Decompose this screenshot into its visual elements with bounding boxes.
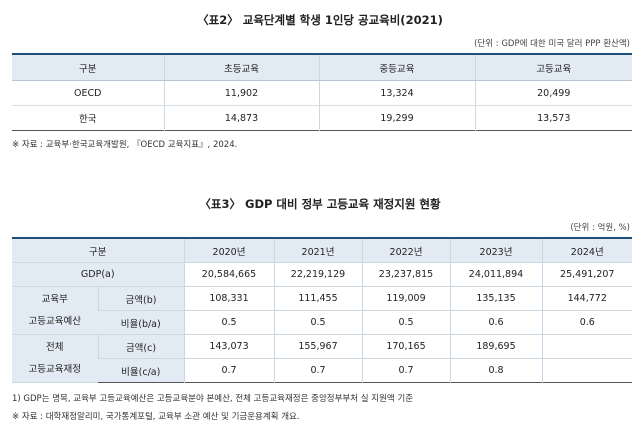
table-cell: 22,219,129	[273, 262, 362, 287]
row-label: GDP(a)	[12, 262, 184, 287]
education-cost-table: 구분 초등교육 중등교육 고등교육 OECD 11,902 13,324 20,…	[12, 53, 632, 131]
row-label: 금액(b)	[97, 286, 184, 311]
header-cell: 구분	[12, 238, 184, 263]
table-row: OECD 11,902 13,324 20,499	[12, 80, 632, 106]
table1-title: 〈표2〉 교육단계별 학생 1인당 공교육비(2021)	[197, 13, 443, 27]
table-cell: 108,331	[183, 286, 274, 311]
table-cell: 0.5	[361, 310, 450, 335]
table-row: 한국 14,873 19,299 13,573	[12, 105, 632, 131]
table-cell: 13,573	[474, 105, 632, 131]
table-row: 비율(b/a) 0.5 0.5 0.5 0.6 0.6	[12, 310, 632, 335]
group-label: 교육부 고등교육예산	[12, 286, 98, 335]
table-cell: 23,237,815	[361, 262, 450, 287]
group-label-line2: 고등교육재정	[28, 363, 81, 375]
table-cell: 135,135	[449, 286, 542, 311]
table-cell: 20,584,665	[183, 262, 274, 287]
table-cell: 0.5	[183, 310, 274, 335]
table2-source: ※ 자료 : 대학재정알리미, 국가통계포털, 교육부 소관 예산 및 기금운용…	[12, 412, 300, 422]
table-cell: 19,299	[318, 105, 475, 131]
table-cell: 24,011,894	[449, 262, 542, 287]
table-cell	[541, 334, 632, 359]
header-cell: 2022년	[361, 238, 450, 263]
table-cell: 0.7	[183, 358, 274, 383]
table-row: GDP(a) 20,584,665 22,219,129 23,237,815 …	[12, 262, 632, 287]
row-label: 비율(b/a)	[98, 310, 184, 335]
header-cell: 초등교육	[163, 54, 319, 81]
header-cell: 구분	[12, 54, 164, 81]
table-cell: 155,967	[273, 334, 362, 359]
table-cell: 13,324	[318, 80, 475, 106]
table-cell: 0.8	[449, 358, 542, 383]
table2-footnote: 1) GDP는 명목, 교육부 고등교육예산은 고등교육분야 본예산, 전체 고…	[12, 394, 414, 404]
header-cell: 2023년	[449, 238, 542, 263]
table-cell: 143,073	[183, 334, 274, 359]
group-label-line2: 고등교육예산	[28, 315, 81, 327]
table-row: 비율(c/a) 0.7 0.7 0.7 0.8	[12, 358, 632, 383]
group-label-line1: 교육부	[41, 293, 68, 305]
header-cell: 중등교육	[318, 54, 475, 81]
header-cell: 고등교육	[474, 54, 632, 81]
group-label: 전체 고등교육재정	[12, 334, 98, 383]
table-cell: 111,455	[273, 286, 362, 311]
table-cell: 189,695	[449, 334, 542, 359]
table-cell: 119,009	[361, 286, 450, 311]
table-cell: 14,873	[163, 105, 319, 131]
table-cell: 170,165	[361, 334, 450, 359]
table-cell: 0.5	[273, 310, 362, 335]
table-cell: 11,902	[163, 80, 319, 106]
table-cell	[541, 358, 632, 383]
table-cell: 144,772	[541, 286, 632, 311]
table2-unit: (단위 : 억원, %)	[570, 223, 630, 233]
header-cell: 2021년	[273, 238, 362, 263]
table-cell: 0.6	[541, 310, 632, 335]
table-cell: 25,491,207	[541, 262, 632, 287]
group-label-line1: 전체	[46, 341, 64, 353]
row-label: 금액(c)	[97, 334, 184, 359]
table2-title: 〈표3〉 GDP 대비 정부 고등교육 재정지원 현황	[199, 197, 441, 211]
table-header-row: 구분 2020년 2021년 2022년 2023년 2024년	[12, 238, 632, 263]
row-label: OECD	[12, 80, 164, 106]
header-cell: 2024년	[541, 238, 632, 263]
table-cell: 0.7	[361, 358, 450, 383]
table1-source: ※ 자료 : 교육부·한국교육개발원, 『OECD 교육지표』, 2024.	[12, 140, 238, 150]
header-cell: 2020년	[183, 238, 274, 263]
table-row: 전체 고등교육재정 금액(c) 143,073 155,967 170,165 …	[12, 334, 632, 383]
table-header-row: 구분 초등교육 중등교육 고등교육	[12, 54, 632, 81]
row-label: 한국	[79, 114, 97, 125]
table1-unit: (단위 : GDP에 대한 미국 달러 PPP 환산액)	[474, 39, 630, 49]
table-cell: 0.7	[273, 358, 362, 383]
row-label: 비율(c/a)	[98, 358, 184, 383]
table-cell: 20,499	[474, 80, 632, 106]
table-cell: 0.6	[449, 310, 542, 335]
table-row: 교육부 고등교육예산 금액(b) 108,331 111,455 119,009…	[12, 286, 632, 335]
higher-education-finance-table: 구분 2020년 2021년 2022년 2023년 2024년 GDP(a) …	[12, 237, 632, 383]
